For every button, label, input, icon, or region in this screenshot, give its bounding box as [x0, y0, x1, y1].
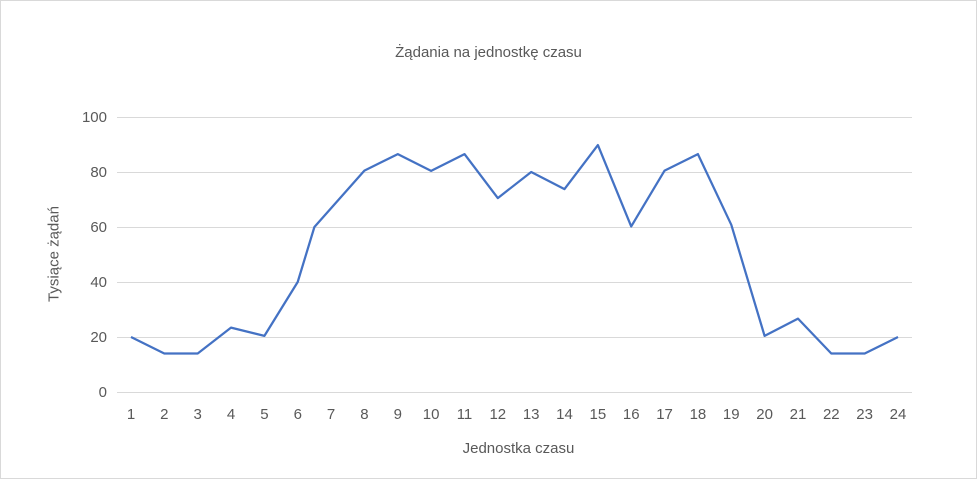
y-tick-label: 0	[99, 384, 107, 401]
y-tick-label: 20	[90, 329, 107, 346]
x-tick-label: 24	[890, 406, 907, 423]
x-tick-label: 2	[160, 406, 168, 423]
y-tick-label: 100	[82, 109, 107, 126]
x-tick-label: 14	[556, 406, 573, 423]
x-tick-label: 5	[260, 406, 268, 423]
chart-title: Żądania na jednostkę czasu	[395, 44, 582, 61]
x-tick-label: 17	[656, 406, 673, 423]
x-tick-label: 7	[327, 406, 335, 423]
x-tick-label: 18	[690, 406, 707, 423]
y-tick-label: 40	[90, 274, 107, 291]
x-tick-label: 19	[723, 406, 740, 423]
x-tick-label: 22	[823, 406, 840, 423]
x-tick-label: 4	[227, 406, 235, 423]
x-tick-label: 11	[457, 406, 473, 423]
data-series	[130, 143, 899, 355]
x-tick-label: 8	[360, 406, 368, 423]
x-tick-label: 12	[489, 406, 506, 423]
x-tick-label: 20	[756, 406, 773, 423]
x-axis-label: Jednostka czasu	[462, 440, 575, 457]
x-tick-label: 16	[623, 406, 640, 423]
x-axis-ticks: 1 2 3 4 5 6 7 8 9 10 11 12 13 14 15 16 17 18 19 20 21 22 23 24	[127, 406, 907, 423]
x-tick-label: 9	[394, 406, 402, 423]
y-axis-ticks: 0 20 40 60 80 100	[82, 109, 107, 401]
gridlines	[117, 117, 912, 393]
series-line	[130, 143, 899, 355]
x-tick-label: 6	[294, 406, 302, 423]
x-tick-label: 21	[790, 406, 807, 423]
x-tick-label: 15	[590, 406, 607, 423]
y-tick-label: 60	[90, 219, 107, 236]
x-tick-label: 3	[194, 406, 202, 423]
x-tick-label: 23	[856, 406, 873, 423]
y-tick-label: 80	[90, 164, 107, 181]
x-tick-label: 1	[127, 406, 135, 423]
x-tick-label: 10	[423, 406, 440, 423]
x-tick-label: 13	[523, 406, 540, 423]
